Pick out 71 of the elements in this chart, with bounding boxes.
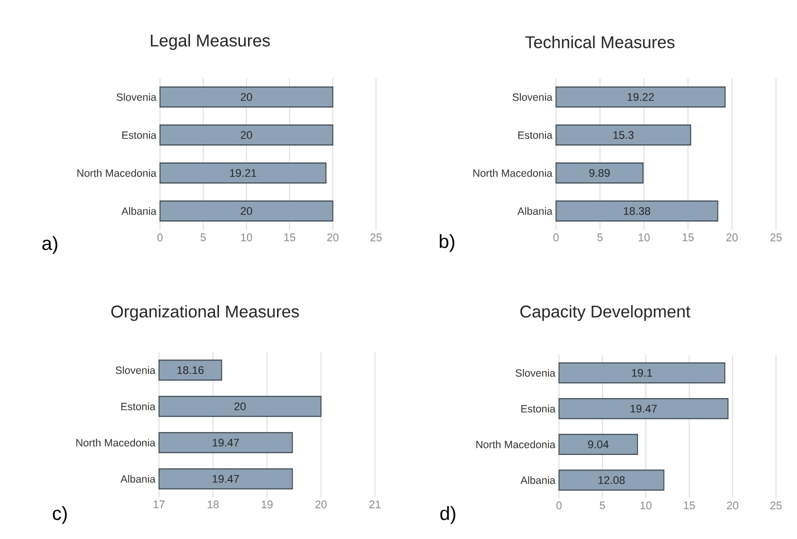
data-label: 19.22 <box>628 93 654 101</box>
x-tick-label: 21 <box>369 500 381 508</box>
text: d) <box>440 506 456 524</box>
data-label: 19.1 <box>632 368 652 377</box>
x-tick-label: 5 <box>597 234 603 242</box>
x-tick-label: 10 <box>640 502 652 510</box>
y-tick-label: Slovenia <box>116 366 156 374</box>
chart-title: Capacity Development <box>520 305 690 321</box>
chart-title: Legal Measures <box>150 34 270 50</box>
y-tick-label: North Macedonia <box>473 169 552 177</box>
y-tick-label: North Macedonia <box>77 169 156 177</box>
x-tick-label: 10 <box>638 234 650 242</box>
data-label: 19.47 <box>630 404 657 413</box>
data-label: 9.04 <box>588 440 609 448</box>
bar <box>556 200 718 222</box>
text: a) <box>42 236 58 254</box>
x-tick-label: 25 <box>770 234 782 242</box>
x-tick-label: 0 <box>553 234 559 242</box>
bar <box>556 86 726 108</box>
x-tick-label: 5 <box>600 502 605 510</box>
x-tick-label: 20 <box>327 234 338 242</box>
x-tick-label: 15 <box>284 234 296 242</box>
bar <box>558 470 664 491</box>
x-tick-label: 17 <box>154 500 165 508</box>
bar <box>558 398 728 420</box>
x-tick-label: 25 <box>370 234 382 242</box>
bar <box>556 162 644 184</box>
chart-title: Technical Measures <box>525 36 674 48</box>
data-label: 20 <box>234 402 246 410</box>
text: b) <box>440 234 454 252</box>
x-tick-label: 5 <box>200 234 206 242</box>
data-label: 12.08 <box>598 476 625 484</box>
data-label: 15.3 <box>613 131 634 139</box>
data-label: 20 <box>240 207 252 215</box>
data-label: 18.38 <box>624 207 650 215</box>
y-tick-label: Albania <box>520 476 556 484</box>
y-tick-label: Slovenia <box>516 369 556 377</box>
y-tick-label: Albania <box>120 475 156 483</box>
x-tick-label: 10 <box>241 234 252 242</box>
y-tick-label: Estonia <box>521 404 556 412</box>
x-tick-label: 0 <box>157 234 163 242</box>
y-tick-label: Slovenia <box>512 93 552 101</box>
x-tick-label: 19 <box>262 500 273 508</box>
data-label: 20 <box>240 131 252 139</box>
x-tick-label: 15 <box>684 502 695 510</box>
y-tick-label: North Macedonia <box>76 438 156 446</box>
y-tick-label: Estonia <box>122 131 156 139</box>
data-label: 19.47 <box>212 474 239 483</box>
data-label: 19.21 <box>230 169 256 177</box>
y-tick-label: Albania <box>121 207 156 215</box>
x-tick-label: 20 <box>726 234 738 242</box>
x-tick-label: 20 <box>727 502 738 510</box>
x-tick-label: 0 <box>556 502 562 510</box>
y-tick-label: Estonia <box>121 402 156 410</box>
bar <box>558 434 638 455</box>
data-label: 20 <box>240 93 252 101</box>
chart-title: Organizational Measures <box>111 305 299 321</box>
x-tick-label: 20 <box>315 500 327 508</box>
bar <box>556 124 692 146</box>
y-tick-label: Slovenia <box>116 93 156 101</box>
y-tick-label: Estonia <box>518 131 552 139</box>
x-tick-label: 25 <box>770 502 782 510</box>
x-tick-label: 15 <box>682 234 694 242</box>
bar <box>558 362 726 384</box>
x-tick-label: 18 <box>208 500 219 508</box>
data-label: 19.47 <box>212 438 239 447</box>
y-tick-label: North Macedonia <box>476 440 556 448</box>
text: c) <box>52 506 67 524</box>
data-label: 18.16 <box>177 366 204 374</box>
y-tick-label: Albania <box>517 207 552 215</box>
data-label: 9.89 <box>589 169 610 177</box>
